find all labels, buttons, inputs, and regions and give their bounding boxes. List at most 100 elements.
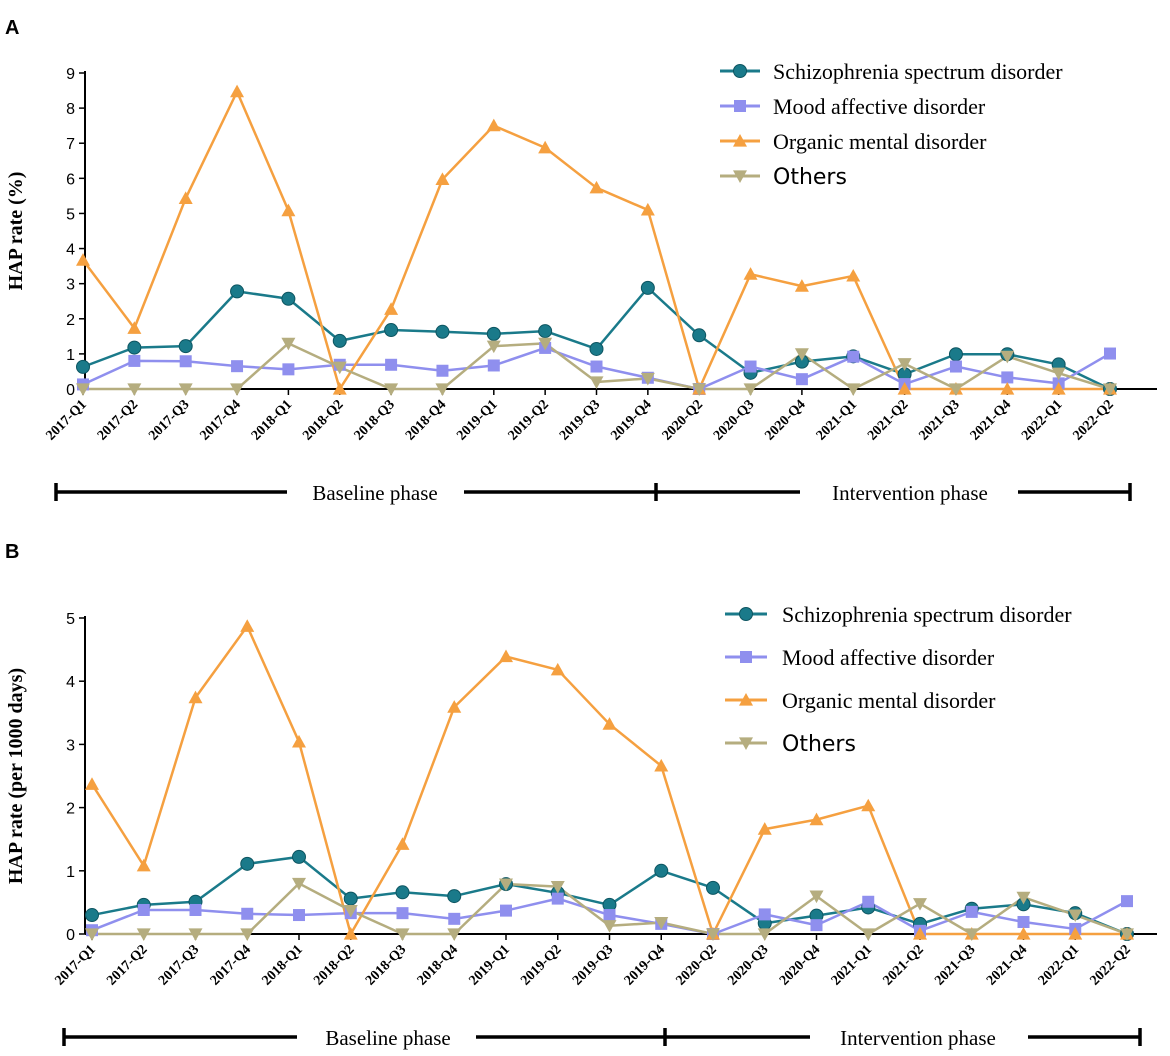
series-3-point (1103, 383, 1117, 396)
x-tick-label: 2017-Q2 (104, 942, 150, 988)
series-3-point (846, 383, 861, 396)
series-3-point (550, 881, 565, 894)
y-tick-label: 6 (66, 171, 75, 188)
series-1-point (487, 359, 500, 372)
series-1-point (847, 350, 860, 363)
y-tick-label: 4 (66, 242, 75, 259)
y-tick-label: 5 (66, 206, 75, 223)
series-1-point (744, 360, 757, 373)
series-2-point (757, 822, 772, 835)
series-3-point (1000, 350, 1015, 364)
series-2-point (384, 302, 399, 315)
x-tick-label: 2020-Q2 (660, 397, 706, 443)
series-2-point (127, 321, 142, 334)
series-2-point (846, 268, 861, 282)
series-2-point (1000, 382, 1015, 395)
x-tick-label: 2020-Q3 (711, 397, 757, 443)
panel-b-letter: B (5, 541, 19, 563)
series-3-point (794, 348, 809, 361)
series-3-point (640, 372, 655, 386)
series-3-point (85, 928, 99, 941)
series-3-point (240, 928, 255, 941)
series-3-point (948, 383, 963, 396)
series-1-point (241, 907, 254, 920)
x-tick-label: 2021-Q4 (984, 942, 1030, 988)
series-2-point (76, 253, 90, 266)
x-tick-label: 2019-Q2 (506, 397, 552, 443)
series-3-point (178, 383, 193, 396)
series-3-point (292, 877, 306, 891)
series-3-point (897, 358, 912, 371)
series-1-point (448, 912, 461, 925)
y-tick-label: 7 (66, 136, 75, 153)
y-axis-title: HAP rate (per 1000 days) (5, 668, 27, 884)
legend-label: Schizophrenia spectrum disorder (782, 602, 1072, 627)
series-2-point (654, 758, 669, 772)
phase-label: Baseline phase (312, 481, 437, 505)
series-3-point (1016, 891, 1031, 905)
phase-label: Intervention phase (840, 1026, 996, 1050)
series-3-point (384, 383, 399, 396)
series-2-point (292, 734, 306, 748)
y-tick-label: 0 (66, 927, 75, 944)
series-3-point (809, 890, 824, 904)
x-tick-label: 2021-Q3 (916, 397, 962, 443)
y-tick-label: 1 (66, 347, 75, 364)
series-2-point (85, 777, 99, 790)
series-0-point (948, 347, 963, 362)
series-1-point (128, 354, 141, 367)
series-1-point (758, 908, 771, 921)
series-0-point (447, 889, 462, 904)
y-tick-label: 4 (66, 674, 75, 691)
phase-label: Baseline phase (325, 1026, 450, 1050)
series-0-point (127, 340, 142, 355)
series-1-point (795, 373, 808, 386)
series-2-point (486, 118, 501, 132)
series-3-point (706, 928, 720, 941)
series-1-point (551, 892, 564, 905)
x-tick-label: 2017-Q2 (95, 397, 141, 443)
legend-marker (739, 693, 753, 706)
series-1-point (293, 909, 305, 922)
series-2-point (435, 172, 450, 185)
series-3-point (499, 878, 513, 892)
x-tick-label: 2018-Q1 (259, 942, 305, 988)
series-2-point (281, 203, 296, 217)
series-1-point (1001, 371, 1014, 384)
series-2-point (188, 690, 203, 704)
series-2-point (640, 202, 655, 216)
series-3-point (435, 383, 450, 396)
x-tick-label: 2019-Q3 (570, 942, 616, 988)
legend-marker (733, 64, 747, 78)
series-1-point (500, 904, 512, 917)
series-3-point (136, 928, 151, 941)
x-tick-label: 2017-Q4 (198, 397, 244, 443)
series-0-point (76, 359, 90, 374)
x-tick-label: 2021-Q4 (968, 397, 1014, 443)
series-0-point (435, 324, 450, 339)
x-tick-label: 2019-Q2 (518, 942, 564, 988)
series-1-point (231, 360, 244, 373)
x-tick-label: 2018-Q2 (300, 397, 346, 443)
series-1-point (862, 895, 875, 908)
x-tick-label: 2017-Q1 (52, 942, 98, 988)
x-tick-label: 2021-Q2 (865, 397, 911, 443)
series-2-point (1016, 927, 1031, 940)
series-3-point (589, 376, 604, 389)
x-tick-label: 2021-Q3 (932, 942, 978, 988)
series-2-point (602, 717, 617, 730)
legend-label: Mood affective disorder (782, 645, 995, 670)
series-0-point (538, 324, 553, 339)
series-3-point (654, 917, 669, 930)
series-2-point (447, 700, 462, 713)
series-3-point (538, 337, 553, 351)
series-1-point (436, 364, 449, 377)
series-2-point (809, 812, 824, 826)
legend-label: Others (782, 732, 856, 757)
x-tick-label: 2022-Q2 (1087, 942, 1133, 988)
series-1-point (189, 903, 202, 916)
x-tick-label: 2020-Q4 (762, 397, 808, 443)
series-0-point (292, 849, 306, 864)
series-0-point (589, 341, 604, 356)
